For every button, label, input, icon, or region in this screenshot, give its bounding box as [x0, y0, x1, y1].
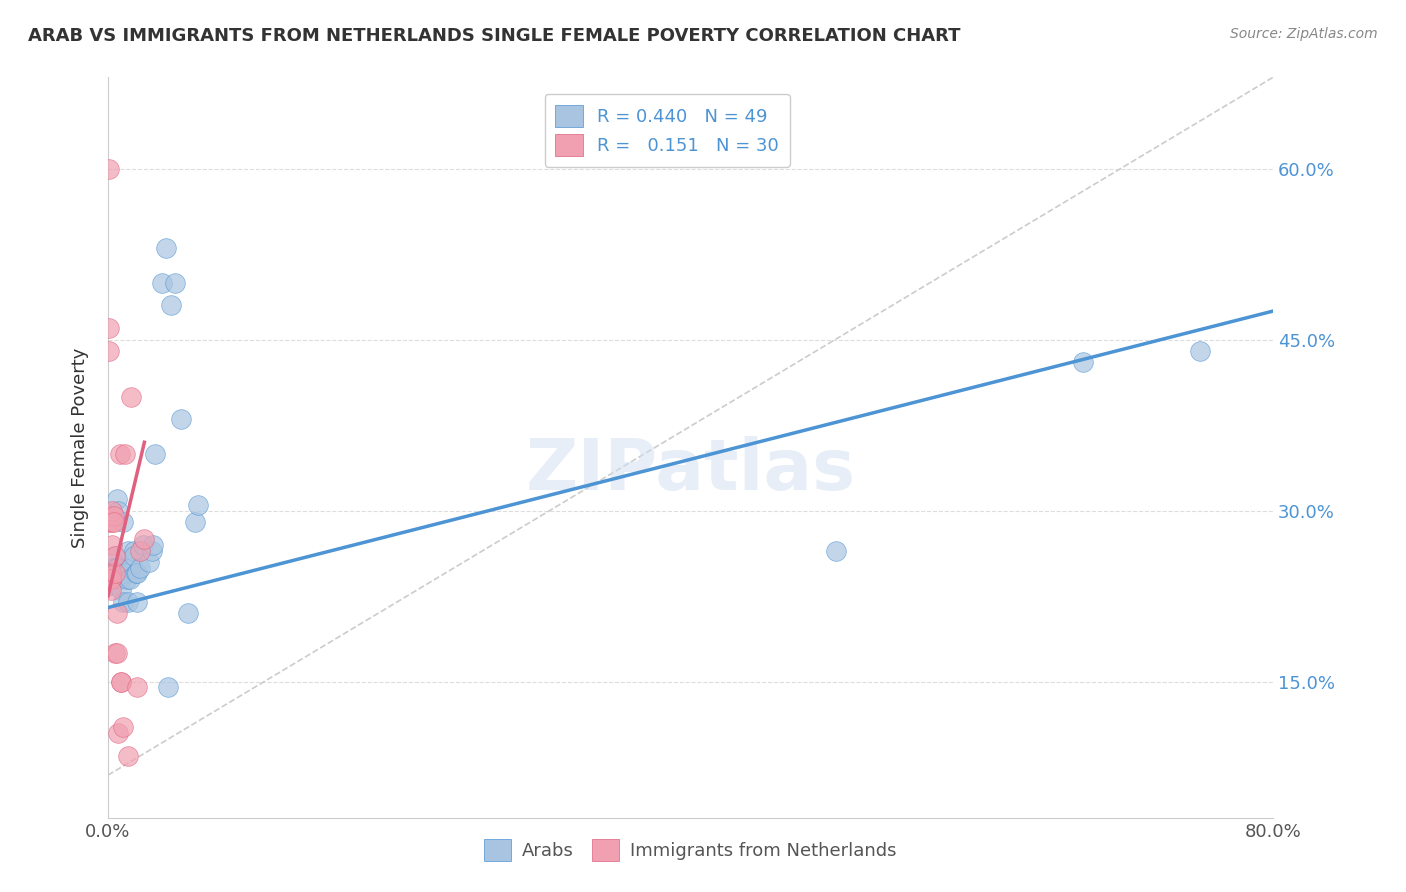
- Point: [103, 515, 125, 529]
- Point: [111, 515, 134, 529]
- Point: [105, 646, 128, 660]
- Point: [115, 572, 138, 586]
- Point: [117, 595, 139, 609]
- Point: [98, 515, 121, 529]
- Point: [177, 607, 200, 621]
- Point: [100, 560, 122, 574]
- Point: [150, 276, 173, 290]
- Point: [100, 583, 122, 598]
- Point: [134, 532, 156, 546]
- Text: ZIPatlas: ZIPatlas: [526, 435, 855, 505]
- Point: [100, 578, 122, 592]
- Point: [117, 543, 139, 558]
- Y-axis label: Single Female Poverty: Single Female Poverty: [72, 348, 89, 549]
- Point: [115, 566, 138, 581]
- Point: [117, 748, 139, 763]
- Point: [111, 720, 134, 734]
- Text: Source: ZipAtlas.com: Source: ZipAtlas.com: [1230, 27, 1378, 41]
- Point: [98, 344, 121, 359]
- Point: [127, 681, 149, 695]
- Point: [101, 538, 124, 552]
- Point: [1188, 344, 1211, 359]
- Point: [100, 572, 122, 586]
- Point: [105, 492, 128, 507]
- Point: [108, 447, 131, 461]
- Text: ARAB VS IMMIGRANTS FROM NETHERLANDS SINGLE FEMALE POVERTY CORRELATION CHART: ARAB VS IMMIGRANTS FROM NETHERLANDS SING…: [28, 27, 960, 45]
- Point: [163, 276, 186, 290]
- Point: [129, 560, 152, 574]
- Point: [132, 538, 155, 552]
- Point: [101, 515, 124, 529]
- Point: [100, 566, 122, 581]
- Point: [141, 543, 163, 558]
- Point: [100, 566, 122, 581]
- Point: [103, 560, 125, 574]
- Point: [127, 595, 149, 609]
- Point: [143, 447, 166, 461]
- Point: [124, 566, 146, 581]
- Point: [187, 498, 209, 512]
- Point: [104, 549, 127, 564]
- Point: [108, 566, 131, 581]
- Point: [98, 509, 121, 524]
- Point: [170, 412, 193, 426]
- Point: [104, 566, 127, 581]
- Point: [155, 242, 177, 256]
- Point: [111, 595, 134, 609]
- Point: [107, 503, 129, 517]
- Point: [122, 549, 145, 564]
- Point: [129, 543, 152, 558]
- Point: [122, 543, 145, 558]
- Point: [127, 566, 149, 581]
- Point: [98, 578, 121, 592]
- Point: [105, 607, 128, 621]
- Point: [159, 298, 181, 312]
- Point: [98, 321, 121, 335]
- Point: [107, 726, 129, 740]
- Point: [101, 572, 124, 586]
- Point: [1073, 355, 1095, 369]
- Point: [825, 543, 848, 558]
- Point: [105, 560, 128, 574]
- Point: [98, 161, 121, 176]
- Point: [100, 572, 122, 586]
- Legend: R = 0.440   N = 49, R =   0.151   N = 30: R = 0.440 N = 49, R = 0.151 N = 30: [544, 94, 790, 167]
- Point: [110, 674, 132, 689]
- Point: [104, 646, 127, 660]
- Point: [118, 572, 141, 586]
- Point: [110, 583, 132, 598]
- Point: [104, 560, 127, 574]
- Point: [156, 681, 179, 695]
- Point: [138, 555, 160, 569]
- Point: [101, 503, 124, 517]
- Point: [98, 566, 121, 581]
- Point: [142, 538, 165, 552]
- Point: [103, 572, 125, 586]
- Point: [184, 515, 207, 529]
- Point: [110, 674, 132, 689]
- Point: [104, 549, 127, 564]
- Point: [114, 447, 136, 461]
- Point: [103, 509, 125, 524]
- Point: [101, 566, 124, 581]
- Point: [118, 560, 141, 574]
- Point: [120, 390, 142, 404]
- Point: [101, 560, 124, 574]
- Point: [108, 572, 131, 586]
